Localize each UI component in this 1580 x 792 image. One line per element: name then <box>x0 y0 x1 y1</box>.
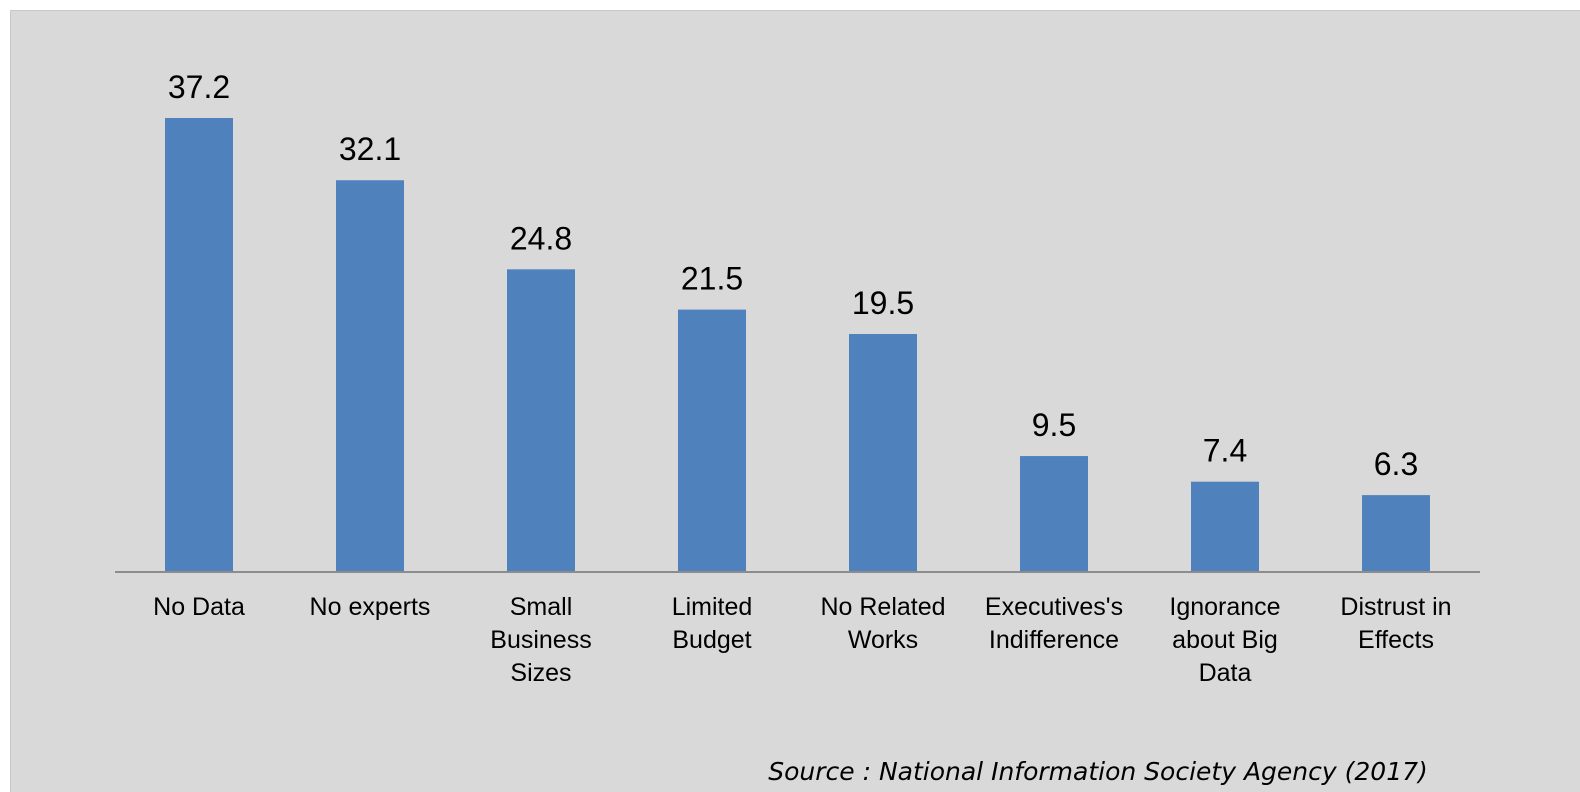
category-labels-group: No Data No experts Small Business Sizes Limit… <box>153 593 1451 687</box>
data-label: 21.5 <box>681 261 743 297</box>
category-label: No experts <box>310 593 431 621</box>
category-label-line: Data <box>1199 659 1252 687</box>
category-label-line: Limited <box>672 593 753 621</box>
category-label: No Data <box>153 593 245 621</box>
category-label-line: Distrust in <box>1340 593 1451 621</box>
data-label: 9.5 <box>1032 407 1076 443</box>
bar <box>849 334 917 572</box>
bar <box>165 118 233 572</box>
value-labels-group: 37.2 32.1 24.8 21.5 19.5 9.5 7.4 6.3 <box>168 69 1418 482</box>
data-label: 32.1 <box>339 131 401 167</box>
data-label: 19.5 <box>852 285 914 321</box>
data-label: 6.3 <box>1374 446 1418 482</box>
category-label-line: No experts <box>310 593 431 621</box>
bar <box>1191 481 1259 572</box>
bar <box>1362 495 1430 572</box>
category-label-line: No Related <box>820 593 945 621</box>
category-label-line: Works <box>848 626 918 654</box>
chart-area <box>10 10 1580 792</box>
bar <box>336 180 404 572</box>
category-label-line: No Data <box>153 593 245 621</box>
category-label-line: Executives's <box>985 593 1123 621</box>
data-label: 7.4 <box>1203 433 1247 469</box>
category-label: Ignorance about Big Data <box>1169 593 1280 687</box>
category-label-line: Sizes <box>510 659 571 687</box>
category-label: No Related Works <box>820 593 945 654</box>
category-label-line: Indifference <box>989 626 1119 654</box>
category-label-line: Ignorance <box>1169 593 1280 621</box>
bar <box>1020 456 1088 572</box>
category-label-line: about Big <box>1172 626 1278 654</box>
bar <box>507 269 575 572</box>
category-label-line: Business <box>490 626 591 654</box>
source-note: Source : National Information Society Ag… <box>768 757 1428 786</box>
bars-group <box>165 118 1430 572</box>
category-label-line: Small <box>510 593 573 621</box>
category-label: Executives's Indifference <box>985 593 1123 654</box>
category-label-line: Budget <box>672 626 751 654</box>
category-label: Limited Budget <box>672 593 753 654</box>
bar <box>678 309 746 572</box>
category-label-line: Effects <box>1358 626 1434 654</box>
category-label: Small Business Sizes <box>490 593 591 687</box>
data-label: 24.8 <box>510 220 572 256</box>
category-label: Distrust in Effects <box>1340 593 1451 654</box>
data-label: 37.2 <box>168 69 230 105</box>
